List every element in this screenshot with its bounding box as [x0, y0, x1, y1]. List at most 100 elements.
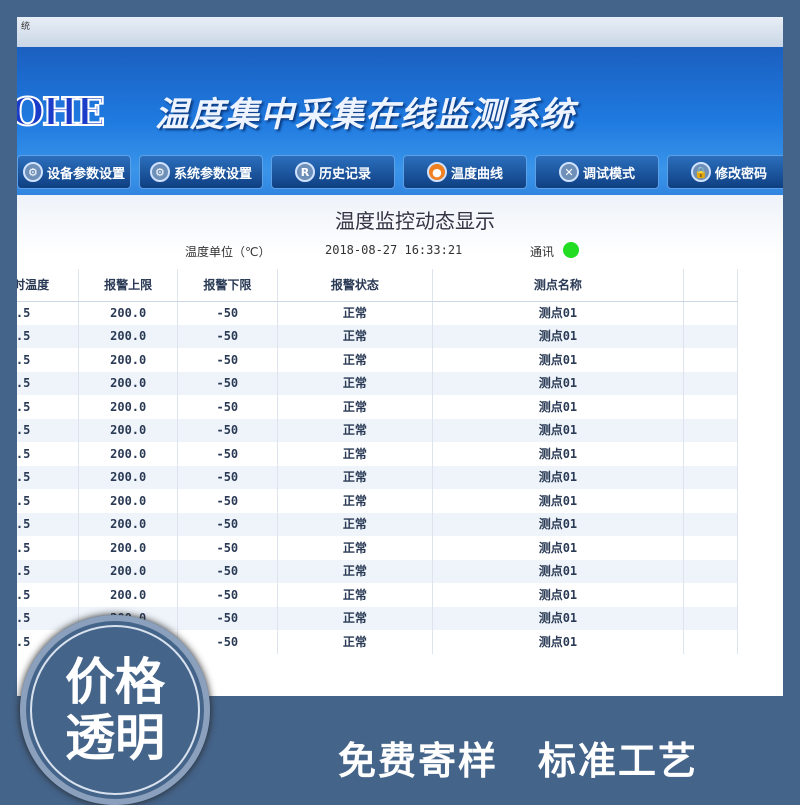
table-cell: 200.0: [78, 418, 179, 442]
table-cell: 测点01: [432, 395, 684, 419]
nav-button-4[interactable]: ✕ 调试模式: [535, 155, 659, 189]
table-cell: 测点01: [432, 418, 684, 442]
nav-label: 历史记录: [318, 166, 371, 182]
comm-label: 通讯: [530, 245, 555, 259]
table-cell: 200.0: [78, 442, 179, 466]
table-cell: [683, 606, 739, 630]
table-cell: 测点01: [432, 324, 684, 348]
table-cell: [683, 536, 739, 560]
table-cell: 200.0: [78, 465, 179, 489]
panel-title: 温度监控动态显示: [335, 209, 495, 233]
table-cell: [683, 583, 739, 607]
monitor-panel: 温度监控动态显示 温度单位（℃） 2018-08-27 16:33:21 通讯 …: [17, 195, 783, 696]
wrench-icon: ✕: [558, 162, 579, 182]
table-cell: 正常: [277, 583, 434, 607]
unit-label: 温度单位（℃）: [185, 245, 271, 259]
table-cell: 正常: [277, 559, 434, 583]
table-cell: -50: [177, 418, 278, 442]
table-cell: 测点01: [432, 583, 684, 607]
table-cell: 200.0: [78, 583, 179, 607]
column-header[interactable]: 报警状态: [277, 269, 434, 302]
table-cell: 200.0: [78, 301, 179, 325]
table-cell: 测点01: [432, 606, 684, 630]
table-cell: 正常: [277, 465, 434, 489]
nav-button-1[interactable]: ⚙ 系统参数设置: [139, 155, 263, 189]
table-cell: 17.5: [17, 583, 80, 607]
table-cell: -50: [177, 559, 278, 583]
nav-button-5[interactable]: 🔒 修改密码: [667, 155, 783, 189]
table-cell: 正常: [277, 512, 434, 536]
column-header[interactable]: 报警下限: [177, 269, 278, 302]
table-cell: 200.0: [78, 371, 179, 395]
table-cell: 正常: [277, 630, 434, 654]
nav-button-3[interactable]: ● 温度曲线: [403, 155, 527, 189]
table-cell: 正常: [277, 348, 434, 372]
table-cell: 正常: [277, 536, 434, 560]
table-cell: [683, 371, 739, 395]
column-header[interactable]: 报警上限: [78, 269, 179, 302]
table-cell: [683, 301, 739, 325]
table-cell: 测点01: [432, 536, 684, 560]
logo: OHE: [17, 88, 106, 135]
datetime: 2018-08-27 16:33:21: [325, 243, 463, 257]
nav-button-0[interactable]: ⚙ 设备参数设置: [17, 155, 131, 189]
app-window: 统 OHE 温度集中采集在线监测系统 ⚙ 设备参数设置 ⚙ 系统参数设置 R 历史记录 ● 温…: [17, 17, 783, 696]
system-title: 温度集中采集在线监测系统: [155, 95, 575, 135]
table-cell: 正常: [277, 606, 434, 630]
table-cell: [683, 465, 739, 489]
table-cell: -50: [177, 301, 278, 325]
table-cell: -50: [177, 583, 278, 607]
table-cell: 正常: [277, 442, 434, 466]
table-cell: [683, 559, 739, 583]
table-cell: [683, 324, 739, 348]
table-cell: [683, 512, 739, 536]
table-cell: -50: [177, 395, 278, 419]
table-cell: 17.5: [17, 301, 80, 325]
column-header[interactable]: [683, 269, 739, 302]
flame-icon: ●: [426, 162, 447, 182]
column-header[interactable]: 测点名称: [432, 269, 684, 302]
slogan: 免费寄样 标准工艺: [338, 730, 698, 785]
table-cell: 17.5: [17, 395, 80, 419]
table-cell: 测点01: [432, 301, 684, 325]
table-cell: -50: [177, 606, 278, 630]
column-header[interactable]: 实时温度: [17, 269, 80, 302]
nav-button-2[interactable]: R 历史记录: [271, 155, 395, 189]
data-table: 实时温度报警上限报警下限报警状态测点名称17.5200.0-50正常测点0117…: [17, 269, 739, 654]
table-cell: -50: [177, 630, 278, 654]
table-cell: 测点01: [432, 489, 684, 513]
table-cell: 200.0: [78, 536, 179, 560]
table-cell: 200.0: [78, 512, 179, 536]
table-cell: 测点01: [432, 465, 684, 489]
nav-label: 系统参数设置: [173, 166, 252, 182]
settings-icon: ⚙: [149, 162, 170, 182]
table-cell: 测点01: [432, 512, 684, 536]
nav-label: 调试模式: [582, 166, 635, 182]
table-cell: 200.0: [78, 348, 179, 372]
title-bar: 统: [17, 17, 783, 47]
nav-label: 温度曲线: [450, 166, 503, 182]
table-cell: [683, 442, 739, 466]
table-cell: 测点01: [432, 371, 684, 395]
gear-icon: ⚙: [22, 162, 43, 182]
table-cell: [683, 630, 739, 654]
table-cell: 测点01: [432, 442, 684, 466]
table-cell: 200.0: [78, 489, 179, 513]
table-cell: [683, 395, 739, 419]
table-cell: -50: [177, 348, 278, 372]
table-cell: 测点01: [432, 559, 684, 583]
